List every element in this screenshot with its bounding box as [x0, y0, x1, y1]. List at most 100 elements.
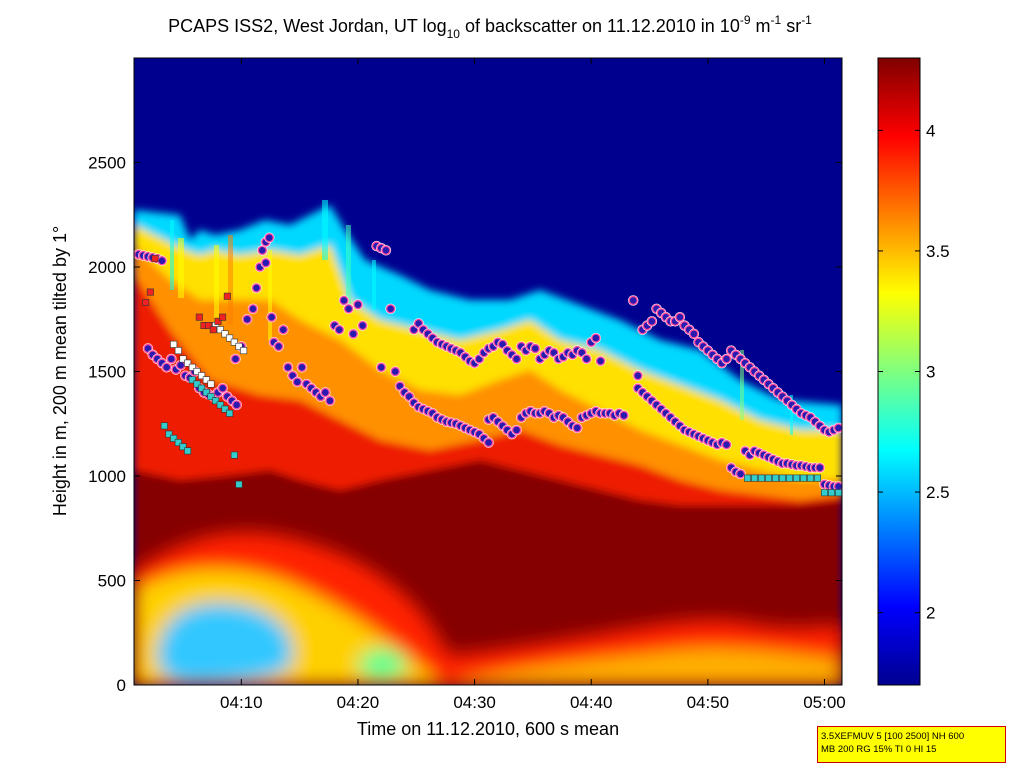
- x-tick-label-5: 05:00: [803, 693, 846, 712]
- detection-point-0-82: [483, 437, 494, 448]
- detection-point-0-221: [735, 469, 746, 479]
- detection-square-1-7: [202, 376, 210, 384]
- detection-point-0-55: [353, 299, 363, 310]
- detection-square-2-23: [786, 474, 794, 482]
- detection-square-1-11: [221, 330, 229, 338]
- detection-square-1-2: [179, 355, 187, 363]
- detection-square-2-13: [221, 405, 229, 413]
- x-tick-label-0: 04:10: [220, 693, 263, 712]
- detection-square-2-16: [235, 480, 243, 488]
- detection-square-3-6: [209, 326, 217, 334]
- detection-square-3-3: [195, 313, 203, 321]
- detection-square-1-1: [174, 347, 182, 355]
- info-line-2: MB 200 RG 15% TI 0 HI 15: [821, 744, 937, 755]
- detection-point-0-59: [381, 245, 391, 255]
- title-unit1: m: [751, 16, 771, 36]
- detection-point-0-60: [376, 362, 386, 373]
- detection-square-1-5: [193, 367, 201, 375]
- detection-point-0-61: [385, 304, 396, 314]
- detection-square-2-0: [160, 422, 168, 430]
- colorbar-tick-label-4: 4: [926, 121, 935, 140]
- detection-square-2-19: [758, 474, 766, 482]
- detection-point-0-167: [689, 329, 699, 339]
- detection-square-2-12: [216, 401, 224, 409]
- detection-point-0-36: [266, 312, 277, 322]
- detection-point-0-122: [591, 333, 601, 343]
- detection-square-2-6: [188, 376, 196, 384]
- detection-square-1-12: [226, 334, 234, 342]
- lowlevel-yellow-right: [450, 648, 842, 685]
- detection-square-2-26: [807, 474, 815, 482]
- detection-point-0-51: [334, 325, 344, 335]
- detection-square-3-1: [146, 288, 154, 296]
- detection-point-0-26: [230, 354, 241, 364]
- detection-point-0-164: [675, 312, 685, 322]
- detection-square-2-20: [765, 474, 773, 482]
- detection-point-0-153: [619, 410, 629, 421]
- title-unit2: sr: [781, 16, 801, 36]
- x-tick-label-4: 04:50: [687, 693, 730, 712]
- detection-point-0-25: [231, 400, 242, 410]
- detection-point-0-62: [390, 366, 400, 377]
- detection-square-3-0: [142, 299, 150, 307]
- y-tick-label-1: 500: [98, 572, 126, 591]
- lowlevel-green-patch: [358, 648, 406, 680]
- detection-point-0-53: [343, 304, 354, 314]
- x-axis-label: Time on 11.12.2010, 600 s mean: [357, 719, 619, 739]
- detection-square-2-14: [226, 409, 234, 417]
- detection-square-2-30: [835, 489, 842, 497]
- detection-square-2-25: [800, 474, 808, 482]
- detection-point-0-238: [815, 462, 825, 473]
- detection-point-0-56: [357, 320, 368, 331]
- detection-square-2-5: [184, 447, 192, 455]
- y-tick-label-5: 2500: [88, 154, 126, 173]
- detection-point-0-130: [511, 425, 522, 435]
- detection-point-0-40: [283, 362, 293, 373]
- detection-square-1-14: [235, 342, 243, 350]
- chart-title: PCAPS ISS2, West Jordan, UT log10 of bac…: [168, 13, 812, 41]
- detection-square-1-6: [198, 372, 206, 380]
- y-tick-label-0: 0: [117, 676, 126, 695]
- y-tick-label-3: 1500: [88, 363, 126, 382]
- detection-square-2-21: [772, 474, 780, 482]
- detection-square-2-18: [751, 474, 759, 482]
- detection-square-1-10: [216, 326, 224, 334]
- detection-point-0-30: [251, 283, 262, 293]
- title-prefix: PCAPS ISS2, West Jordan, UT log: [168, 16, 446, 36]
- info-line-1: 3.5XEFMUV 5 [100 2500] NH 600: [821, 731, 965, 742]
- y-tick-label-2: 1000: [88, 467, 126, 486]
- detection-point-0-42: [292, 377, 302, 387]
- detection-point-0-35: [261, 258, 271, 268]
- detection-point-0-32: [257, 245, 268, 255]
- detection-point-0-39: [278, 325, 288, 335]
- processing-info-box: 3.5XEFMUV 5 [100 2500] NH 600 MB 200 RG …: [817, 726, 1006, 763]
- title-sup2: -1: [771, 13, 782, 27]
- detection-point-0-10: [161, 362, 172, 373]
- detection-square-2-24: [793, 474, 801, 482]
- detection-square-1-0: [170, 340, 178, 348]
- x-tick-label-2: 04:30: [453, 693, 496, 712]
- detection-square-2-17: [744, 474, 752, 482]
- detection-point-0-105: [511, 354, 522, 364]
- detection-square-2-28: [821, 489, 829, 497]
- detection-square-1-13: [230, 338, 238, 346]
- lowlevel-cyan-patch: [156, 603, 293, 683]
- detection-point-0-28: [242, 314, 252, 324]
- colorbar-tick-label-1: 2.5: [926, 483, 950, 502]
- detection-square-3-8: [219, 313, 227, 321]
- detection-square-1-15: [240, 347, 248, 355]
- x-axis: 04:10 04:20 04:30 04:40 04:50 05:00: [220, 58, 846, 712]
- detection-point-0-155: [633, 370, 643, 381]
- detection-square-2-8: [198, 384, 206, 392]
- detection-point-0-43: [297, 362, 307, 373]
- detection-point-0-123: [595, 356, 606, 366]
- detection-square-2-22: [779, 474, 787, 482]
- detection-point-0-54: [348, 329, 358, 339]
- colorbar-tick-label-2: 3: [926, 363, 935, 382]
- detection-square-3-2: [151, 255, 159, 263]
- detection-point-0-120: [581, 354, 592, 364]
- x-tick-label-3: 04:40: [570, 693, 613, 712]
- colorbar-tick-label-3: 3.5: [926, 242, 950, 261]
- detection-point-0-22: [217, 383, 228, 393]
- layer-detections: [134, 232, 842, 497]
